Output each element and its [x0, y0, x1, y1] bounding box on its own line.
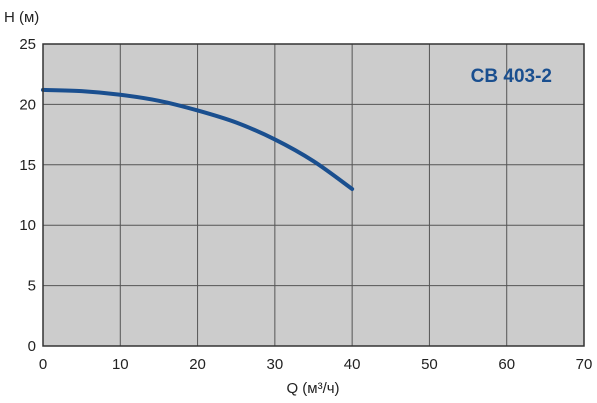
y-axis-title: H (м) [4, 9, 39, 26]
y-tick-label: 0 [28, 338, 36, 355]
plot-area [43, 44, 584, 346]
x-tick-label: 70 [576, 356, 593, 373]
plot-frame [42, 43, 585, 347]
x-tick-label: 20 [189, 356, 206, 373]
y-tick-label: 15 [19, 157, 36, 174]
x-tick-label: 50 [421, 356, 438, 373]
model-label: СВ 403-2 [471, 66, 552, 87]
x-tick-labels: 0 10 20 30 40 50 60 70 [39, 356, 593, 373]
y-tick-label: 20 [19, 96, 36, 113]
y-tick-label: 5 [28, 278, 36, 295]
x-tick-label: 30 [267, 356, 284, 373]
x-tick-label: 60 [498, 356, 515, 373]
series-line [41, 87, 355, 191]
x-tick-label: 10 [112, 356, 129, 373]
grid-lines [43, 44, 584, 346]
y-tick-label: 25 [19, 36, 36, 53]
y-tick-labels: 0 5 10 15 20 25 [19, 36, 36, 355]
y-tick-label: 10 [19, 217, 36, 234]
x-axis-title: Q (м³/ч) [286, 380, 339, 397]
x-tick-label: 40 [344, 356, 361, 373]
x-tick-label: 0 [39, 356, 47, 373]
